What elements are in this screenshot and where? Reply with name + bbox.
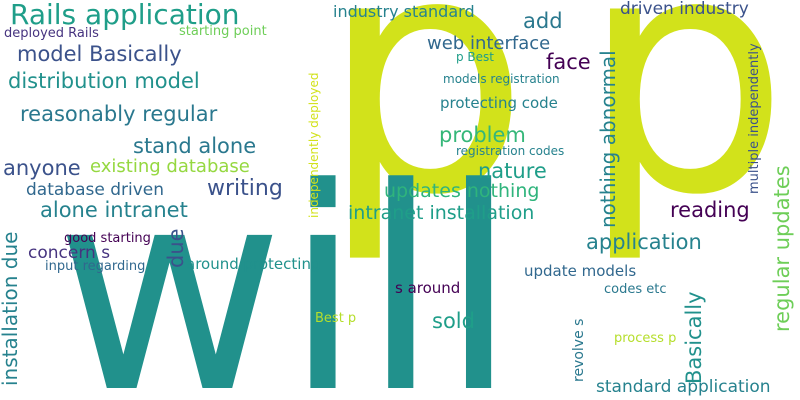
word-updates-nothing: updates nothing	[384, 180, 540, 202]
word-around-protecting: around protecting	[186, 255, 321, 273]
word-stand-alone: stand alone	[133, 134, 257, 158]
word-codes-etc: codes etc	[604, 282, 667, 297]
word-regular-updates: regular updates	[770, 165, 794, 332]
word-industry-standard: industry standard	[333, 2, 475, 21]
word-model-basically: model Basically	[17, 42, 182, 66]
word-due: due	[164, 228, 188, 268]
word-starting-point: starting point	[179, 24, 267, 39]
word-installation-due: installation due	[0, 231, 22, 386]
word-update-models: update models	[524, 262, 637, 280]
word-driven-industry: driven industry	[620, 0, 749, 19]
word-revolve-s: revolve s	[571, 318, 587, 382]
word-will: will	[55, 129, 518, 400]
word-models-registration: models registration	[443, 72, 560, 86]
word-process-p: process p	[614, 331, 677, 346]
word-nothing-abnormal: nothing abnormal	[596, 50, 620, 228]
word-p-best: p Best	[456, 50, 495, 64]
word-s-around: s around	[395, 279, 461, 297]
word-add: add	[523, 9, 563, 33]
word-multiple-independently: multiple independently	[747, 43, 762, 194]
word-basically: Basically	[682, 291, 706, 384]
word-distribution-model: distribution model	[8, 69, 200, 93]
word-nature: nature	[478, 159, 547, 183]
word-writing: writing	[207, 176, 283, 201]
word-alone-intranet: alone intranet	[40, 198, 188, 222]
word-standard-application: standard application	[596, 377, 771, 397]
word-independently-deployed: independently deployed	[307, 72, 321, 219]
word-best-p: Best p	[315, 311, 357, 326]
word-intranet-installation: intranet installation	[348, 202, 535, 224]
word-good-starting: good starting	[64, 231, 151, 246]
word-existing-database: existing database	[90, 156, 250, 177]
word-reading: reading	[670, 198, 750, 222]
word-concern-s: concern s	[28, 243, 111, 263]
word-problem: problem	[439, 123, 526, 147]
word-deployed-rails: deployed Rails	[4, 26, 99, 41]
word-protecting-code: protecting code	[440, 94, 558, 112]
word-application: application	[586, 230, 702, 254]
word-web-interface: web interface	[427, 33, 551, 54]
word-sold: sold	[432, 309, 475, 333]
word-p-large-right: p	[580, 0, 790, 267]
word-p-large-left: p	[320, 0, 530, 267]
word-face: face	[546, 50, 591, 74]
word-database-driven: database driven	[26, 180, 165, 200]
word-input-regarding: input regarding	[45, 259, 146, 274]
word-anyone: anyone	[3, 156, 81, 180]
word-reasonably-regular: reasonably regular	[20, 102, 218, 126]
word-rails-application: Rails application	[10, 0, 240, 31]
word-registration-codes: registration codes	[456, 144, 565, 158]
